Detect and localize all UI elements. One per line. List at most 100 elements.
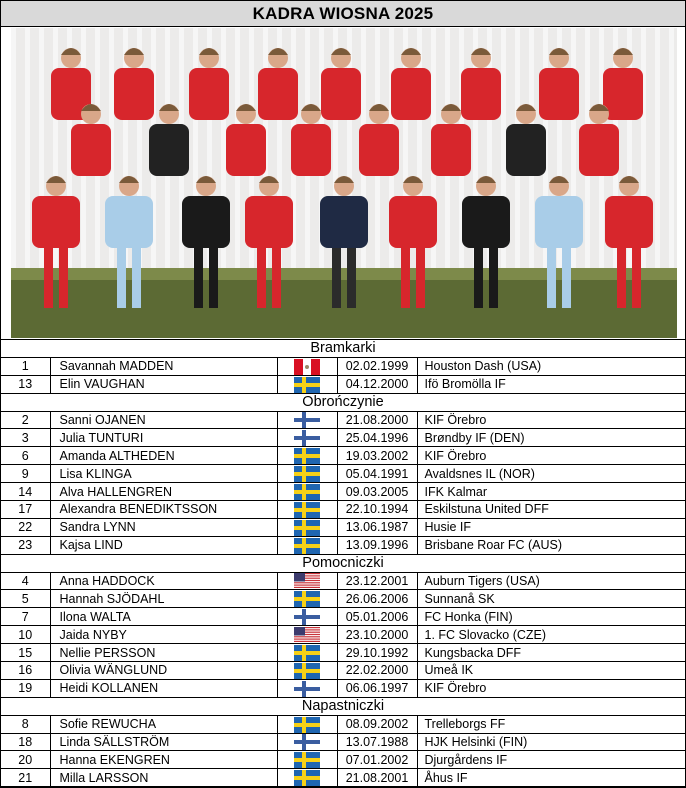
sweden-flag-icon [294, 662, 320, 679]
section-title: Napastniczki [1, 696, 685, 716]
person-figure [245, 176, 293, 308]
usa-flag-icon [294, 573, 320, 589]
person-figure [226, 104, 266, 176]
player-row: 13 Elin VAUGHAN 04.12.2000 Ifö Bromölla … [1, 374, 685, 394]
player-number: 2 [1, 410, 51, 430]
sweden-flag-icon [294, 483, 320, 500]
player-previous-club: Avaldsnes IL (NOR) [416, 464, 685, 484]
player-name: Hannah SJÖDAHL [49, 589, 278, 609]
player-row: 23 Kajsa LIND 13.09.1996 Brisbane Roar F… [1, 535, 685, 555]
squad-table: Bramkarki 1 Savannah MADDEN 02.02.1999 Ho… [1, 340, 685, 788]
player-birthdate: 07.01.2002 [336, 750, 418, 770]
player-number: 20 [1, 750, 51, 770]
player-birthdate: 21.08.2000 [336, 410, 418, 430]
player-birthdate: 21.08.2001 [336, 768, 418, 788]
player-name: Hanna EKENGREN [49, 750, 278, 770]
player-birthdate: 19.03.2002 [336, 446, 418, 466]
player-number: 7 [1, 607, 51, 627]
player-row: 7 Ilona WALTA 05.01.2006 FC Honka (FIN) [1, 607, 685, 627]
player-row: 15 Nellie PERSSON 29.10.1992 Kungsbacka … [1, 643, 685, 663]
player-previous-club: HJK Helsinki (FIN) [416, 732, 685, 752]
player-row: 6 Amanda ALTHEDEN 19.03.2002 KIF Örebro [1, 446, 685, 466]
page-title: KADRA WIOSNA 2025 [1, 1, 685, 27]
player-row: 17 Alexandra BENEDIKTSSON 22.10.1994 Esk… [1, 500, 685, 519]
finland-flag-icon [294, 430, 320, 446]
player-number: 14 [1, 482, 51, 502]
sweden-flag-icon [294, 591, 320, 607]
team-photo-image [11, 28, 677, 338]
person-figure [389, 176, 437, 308]
player-name: Savannah MADDEN [49, 356, 278, 376]
player-birthdate: 02.02.1999 [336, 356, 418, 376]
player-name: Ilona WALTA [49, 607, 278, 627]
player-row: 20 Hanna EKENGREN 07.01.2002 Djurgårdens… [1, 750, 685, 770]
person-figure [579, 104, 619, 176]
player-name: Amanda ALTHEDEN [49, 446, 278, 466]
player-number: 10 [1, 625, 51, 645]
sweden-flag-icon [294, 537, 320, 554]
person-figure [320, 176, 368, 308]
player-previous-club: Sunnanå SK [416, 589, 685, 609]
player-previous-club: KIF Örebro [416, 446, 685, 466]
person-figure [114, 48, 154, 120]
person-figure [605, 176, 653, 308]
player-name: Milla LARSSON [49, 768, 278, 788]
player-previous-club: Ifö Bromölla IF [416, 374, 685, 394]
player-row: 2 Sanni OJANEN 21.08.2000 KIF Örebro [1, 410, 685, 430]
player-number: 4 [1, 571, 51, 591]
player-birthdate: 29.10.1992 [336, 643, 418, 663]
player-name: Nellie PERSSON [49, 643, 278, 663]
person-figure [291, 104, 331, 176]
player-number: 3 [1, 428, 51, 448]
player-name: Kajsa LIND [49, 535, 278, 555]
player-number: 16 [1, 661, 51, 680]
player-number: 17 [1, 500, 51, 519]
player-birthdate: 22.10.1994 [336, 500, 418, 519]
player-previous-club: KIF Örebro [416, 410, 685, 430]
peru-flag-icon [294, 358, 320, 375]
player-number: 9 [1, 464, 51, 484]
player-row: 18 Linda SÄLLSTRÖM 13.07.1988 HJK Helsin… [1, 732, 685, 752]
player-previous-club: Husie IF [416, 517, 685, 537]
player-previous-club: Trelleborgs FF [416, 714, 685, 734]
player-number: 23 [1, 535, 51, 555]
player-number: 22 [1, 517, 51, 537]
player-number: 13 [1, 374, 51, 394]
person-figure [391, 48, 431, 120]
player-name: Heidi KOLLANEN [49, 678, 278, 698]
player-birthdate: 13.07.1988 [336, 732, 418, 752]
player-birthdate: 04.12.2000 [336, 374, 418, 394]
player-row: 16 Olivia WÄNGLUND 22.02.2000 Umeå IK [1, 661, 685, 680]
person-figure [189, 48, 229, 120]
player-name: Alexandra BENEDIKTSSON [49, 500, 278, 519]
section-header-row: Pomocniczki [1, 553, 685, 573]
player-row: 19 Heidi KOLLANEN 06.06.1997 KIF Örebro [1, 678, 685, 698]
player-number: 5 [1, 589, 51, 609]
sweden-flag-icon [294, 716, 320, 733]
person-figure [321, 48, 361, 120]
player-birthdate: 23.12.2001 [336, 571, 418, 591]
section-header-row: Napastniczki [1, 696, 685, 716]
section-title: Bramkarki [1, 340, 685, 358]
player-row: 9 Lisa KLINGA 05.04.1991 Avaldsnes IL (N… [1, 464, 685, 484]
player-name: Elin VAUGHAN [49, 374, 278, 394]
player-birthdate: 13.09.1996 [336, 535, 418, 555]
person-figure [105, 176, 153, 308]
finland-flag-icon [294, 609, 320, 625]
person-figure [149, 104, 189, 176]
player-row: 1 Savannah MADDEN 02.02.1999 Houston Das… [1, 356, 685, 376]
player-birthdate: 05.04.1991 [336, 464, 418, 484]
player-previous-club: Auburn Tigers (USA) [416, 571, 685, 591]
player-previous-club: Djurgårdens IF [416, 750, 685, 770]
sweden-flag-icon [294, 770, 320, 786]
player-birthdate: 13.06.1987 [336, 517, 418, 537]
player-previous-club: Houston Dash (USA) [416, 356, 685, 376]
player-name: Linda SÄLLSTRÖM [49, 732, 278, 752]
person-figure [431, 104, 471, 176]
person-figure [461, 48, 501, 120]
player-previous-club: Kungsbacka DFF [416, 643, 685, 663]
player-birthdate: 05.01.2006 [336, 607, 418, 627]
player-previous-club: Eskilstuna United DFF [416, 500, 685, 519]
player-name: Alva HALLENGREN [49, 482, 278, 502]
